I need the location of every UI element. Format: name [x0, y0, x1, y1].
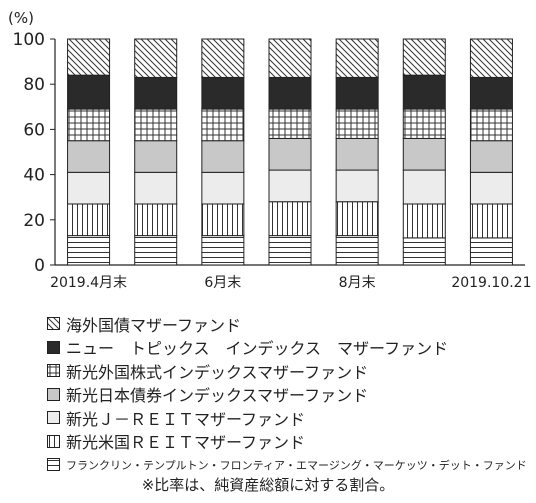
bar-segment [402, 237, 446, 266]
bar-segment [402, 74, 446, 110]
stacked-bar-chart: (%) 0 20 40 60 80 100 2019.4月末 6月末 8月末 2019.10.2… [8, 9, 532, 291]
y-axis-unit-label: (%) [8, 9, 34, 27]
bar-segment [268, 169, 312, 203]
legend-item: 新光米国ＲＥＩＴマザーファンド [47, 430, 527, 454]
legend-label: 海外国債マザーファンド [66, 315, 242, 335]
bar-segment [67, 74, 111, 110]
bar-segment [469, 108, 513, 142]
x-tick-label: 8月末 [339, 275, 376, 291]
legend-label: 新光日本債券インデックスマザーファンド [66, 386, 369, 406]
bar-segment [402, 169, 446, 205]
bar-segment [67, 140, 111, 173]
bars [67, 38, 513, 266]
bar-segment [335, 169, 379, 203]
bar-segment [201, 235, 245, 266]
y-tick-label: 40 [23, 166, 45, 186]
bar-segment [268, 137, 312, 171]
legend: 海外国債マザーファンドニュー トピックス インデックス マザーファンド 新光外国株… [47, 312, 527, 477]
bar-segment [469, 76, 513, 110]
bar-segment [469, 203, 513, 239]
legend-item: フランクリン・テンプルトン・フロンティア・エマージング・マーケッツ・デット・ファ… [47, 453, 527, 477]
bar-segment [335, 108, 379, 139]
bar-segment [402, 108, 446, 139]
bar-segment [201, 140, 245, 173]
bar-segment [134, 203, 178, 237]
bar-segment [268, 201, 312, 237]
bar-segment [67, 235, 111, 266]
y-tick-label: 20 [23, 211, 45, 231]
bar-segment [67, 108, 111, 142]
bar-segment [134, 171, 178, 205]
bar-segment [469, 38, 513, 78]
y-tick-label: 100 [13, 30, 45, 50]
legend-item: ニュー トピックス インデックス マザーファンド [47, 336, 527, 360]
bar-segment [134, 140, 178, 173]
y-tick-label: 80 [23, 75, 45, 95]
x-tick-label: 2019.4月末 [50, 275, 127, 291]
legend-label: 新光Ｊ－ＲＥＩＴマザーファンド [66, 409, 306, 429]
legend-swatch [47, 364, 60, 378]
bar-segment [402, 38, 446, 76]
bar-segment [201, 38, 245, 78]
legend-swatch [47, 434, 60, 448]
y-tick-label: 0 [34, 256, 45, 276]
bar-segment [201, 108, 245, 142]
x-axis: 2019.4月末 6月末 8月末 2019.10.21 [50, 275, 531, 291]
legend-item: 新光Ｊ－ＲＥＩＴマザーファンド [47, 406, 527, 430]
bar-stack [67, 38, 111, 266]
bar-stack [134, 38, 178, 266]
bar-segment [268, 38, 312, 78]
bar-segment [201, 171, 245, 205]
legend-swatch [47, 387, 60, 401]
bar-segment [469, 140, 513, 173]
bar-segment [335, 38, 379, 78]
bar-segment [201, 203, 245, 237]
bar-segment [335, 137, 379, 171]
y-axis: 0 20 40 60 80 100 [13, 30, 525, 276]
bar-segment [134, 235, 178, 266]
bar-segment [335, 235, 379, 266]
bar-stack [201, 38, 245, 266]
legend-item: 新光日本債券インデックスマザーファンド [47, 383, 527, 407]
y-tick-label: 60 [23, 120, 45, 140]
bar-segment [469, 237, 513, 266]
bar-segment [67, 203, 111, 237]
bar-segment [268, 108, 312, 139]
bar-segment [402, 137, 446, 171]
bar-segment [134, 38, 178, 78]
bar-stack [469, 38, 513, 266]
legend-swatch [47, 317, 60, 331]
legend-label: 新光外国株式インデックスマザーファンド [66, 362, 369, 382]
legend-swatch [47, 411, 60, 425]
bar-segment [402, 203, 446, 239]
legend-item: 新光外国株式インデックスマザーファンド [47, 359, 527, 383]
bar-segment [201, 76, 245, 110]
bar-segment [134, 76, 178, 110]
bar-stack [268, 38, 312, 266]
x-tick-label: 2019.10.21 [451, 275, 531, 291]
bar-stack [402, 38, 446, 266]
bar-segment [268, 76, 312, 110]
legend-label: ニュー トピックス インデックス マザーファンド [66, 339, 449, 359]
x-tick-label: 6月末 [204, 275, 241, 291]
bar-segment [134, 108, 178, 142]
footnote: ※比率は、純資産総額に対する割合。 [141, 476, 395, 494]
bar-segment [67, 38, 111, 76]
legend-label: 新光米国ＲＥＩＴマザーファンド [66, 433, 306, 453]
bar-segment [335, 76, 379, 110]
legend-swatch [47, 340, 60, 354]
bar-segment [268, 235, 312, 266]
bar-segment [67, 171, 111, 205]
bar-stack [335, 38, 379, 266]
legend-swatch [47, 458, 60, 472]
legend-label: フランクリン・テンプルトン・フロンティア・エマージング・マーケッツ・デット・ファ… [66, 458, 527, 472]
legend-item: 海外国債マザーファンド [47, 312, 527, 336]
bar-segment [335, 201, 379, 237]
bar-segment [469, 171, 513, 205]
